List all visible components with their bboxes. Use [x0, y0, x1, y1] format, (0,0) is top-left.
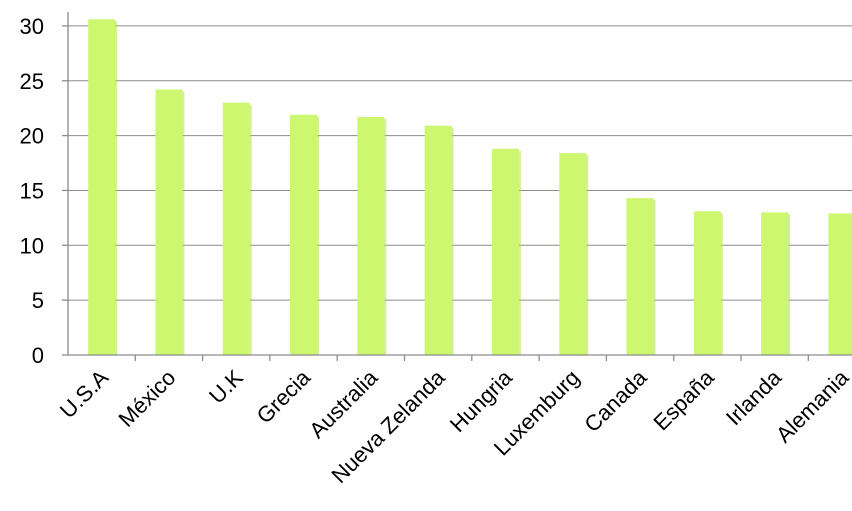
y-tick-label: 30: [20, 14, 44, 39]
x-tick-label: Alemania: [771, 364, 852, 447]
bar: [424, 125, 452, 356]
x-tick-label: México: [114, 365, 181, 432]
x-tick-label: España: [648, 364, 719, 435]
bar: [693, 211, 721, 355]
y-tick-label: 10: [20, 233, 44, 258]
gridlines: [62, 25, 852, 361]
bar: [761, 212, 789, 355]
bar: [559, 153, 587, 355]
bar: [88, 19, 116, 356]
axes: [67, 12, 852, 356]
x-tick-label: Irlanda: [721, 364, 787, 430]
bar: [626, 198, 654, 355]
x-tick-label: U.S.A: [55, 365, 114, 424]
bars: [88, 19, 852, 356]
y-tick-labels: 0 5 10 15 20 25 30: [20, 14, 44, 368]
bar: [491, 148, 519, 355]
bar: [290, 114, 318, 355]
bar: [222, 102, 250, 355]
x-tick-label: Grecia: [252, 364, 316, 428]
x-tick-label: Canada: [579, 364, 652, 437]
bar: [155, 89, 183, 355]
y-tick-label: 5: [32, 288, 44, 313]
y-tick-label: 0: [32, 343, 44, 368]
y-tick-label: 25: [20, 69, 44, 94]
x-tick-label: Nueva Zelanda: [326, 364, 450, 488]
bar: [357, 116, 385, 356]
y-tick-label: 15: [20, 178, 44, 203]
y-tick-label: 20: [20, 124, 44, 149]
x-tick-label: U.K: [204, 365, 248, 409]
bar: [828, 213, 852, 355]
